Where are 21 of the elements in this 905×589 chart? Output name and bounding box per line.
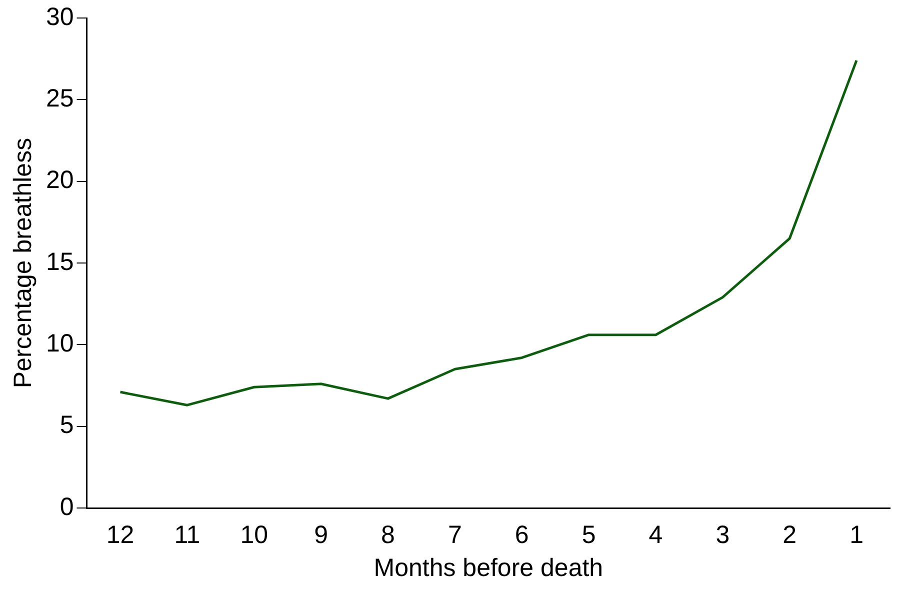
y-tick-label: 5 [60, 411, 74, 440]
x-tick-label: 5 [582, 520, 596, 549]
x-tick-label: 9 [314, 520, 328, 549]
x-tick-label: 11 [174, 520, 200, 549]
y-tick-label: 25 [46, 84, 74, 113]
x-tick-label: 7 [448, 520, 462, 549]
x-tick-label: 6 [514, 520, 529, 549]
x-axis-title: Months before death [374, 554, 604, 582]
y-tick-label: 0 [60, 492, 74, 521]
x-tick-label: 12 [106, 520, 134, 549]
x-tick-label: 3 [716, 520, 730, 549]
x-tick-label: 1 [850, 520, 864, 549]
x-tick-label: 2 [782, 520, 797, 549]
y-tick-label: 15 [46, 248, 74, 276]
x-tick-label: 10 [240, 520, 268, 549]
y-tick-label: 10 [46, 330, 74, 358]
x-tick-label: 8 [381, 520, 395, 549]
y-tick-label: 20 [46, 166, 74, 194]
y-tick-label: 30 [46, 2, 74, 31]
y-axis-title: Percentage breathless [8, 138, 37, 388]
x-tick-label: 4 [648, 520, 663, 549]
